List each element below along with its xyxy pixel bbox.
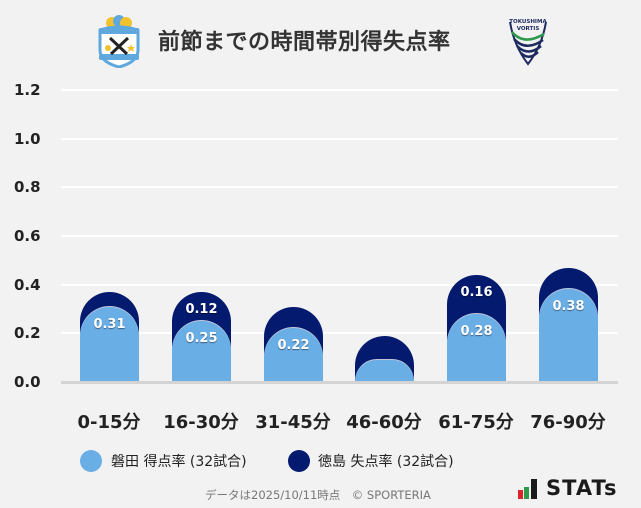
stacked-bar — [355, 335, 414, 382]
value-label-iwata: 0.28 — [460, 323, 493, 339]
gridline — [61, 235, 618, 237]
x-tick: 0-15分 — [77, 412, 141, 433]
value-label-iwata: 0.22 — [277, 338, 310, 354]
bar-segment-iwata — [264, 328, 323, 382]
bar-segment-iwata — [172, 321, 231, 382]
data-source-note: データは2025/10/11時点 © SPORTERIA — [205, 488, 431, 502]
x-tick: 61-75分 — [438, 412, 514, 433]
value-label-iwata: 0.38 — [552, 299, 585, 315]
x-tick: 46-60分 — [346, 412, 422, 433]
legend-swatch-tokushima — [288, 450, 310, 472]
value-label-iwata: 0.31 — [93, 316, 126, 332]
legend-swatch-iwata — [80, 450, 102, 472]
svg-text:TOKUSHIMA: TOKUSHIMA — [509, 19, 547, 25]
value-label-tokushima: 0.16 — [460, 284, 493, 300]
stacked-bar: 0.22 — [264, 306, 323, 382]
bar-segment-iwata — [80, 306, 139, 382]
tokushima-vortis-crest-icon: TOKUSHIMA VORTIS — [506, 16, 550, 66]
bar-segment-iwata — [355, 360, 414, 382]
stats-bars-icon — [518, 479, 537, 499]
legend-label-tokushima: 徳島 失点率 (32試合) — [318, 454, 454, 470]
x-tick: 76-90分 — [530, 412, 606, 433]
stats-brand-logo: STATs — [518, 477, 617, 499]
chart-title: 前節までの時間帯別得失点率 — [158, 30, 451, 55]
bar-segment-iwata — [539, 289, 598, 382]
value-label-iwata: 0.25 — [185, 331, 218, 347]
stacked-bar: 0.28 0.16 — [447, 274, 506, 382]
y-tick: 1.2 — [14, 81, 41, 99]
gridline — [61, 89, 618, 91]
y-tick: 1.0 — [14, 130, 41, 148]
x-axis-baseline — [61, 381, 618, 384]
y-tick: 0.6 — [14, 227, 41, 245]
stacked-bar: 0.38 — [539, 267, 598, 382]
x-tick: 31-45分 — [255, 412, 331, 433]
stacked-bar: 0.25 0.12 — [172, 291, 231, 382]
stacked-bar: 0.31 — [80, 291, 139, 382]
y-tick: 0.0 — [14, 373, 41, 391]
stats-brand-text: STATs — [546, 476, 618, 500]
gridline — [61, 138, 618, 140]
gridline — [61, 284, 618, 286]
bar-segment-iwata — [447, 313, 506, 382]
gridline — [61, 186, 618, 188]
y-tick: 0.4 — [14, 276, 41, 294]
value-label-tokushima: 0.12 — [185, 301, 218, 317]
x-tick: 16-30分 — [163, 412, 239, 433]
svg-text:VORTIS: VORTIS — [517, 26, 540, 32]
y-tick: 0.2 — [14, 324, 41, 342]
jubilo-iwata-crest-icon — [96, 14, 142, 69]
legend-label-iwata: 磐田 得点率 (32試合) — [111, 454, 247, 470]
gridline — [61, 332, 618, 334]
y-tick: 0.8 — [14, 178, 41, 196]
